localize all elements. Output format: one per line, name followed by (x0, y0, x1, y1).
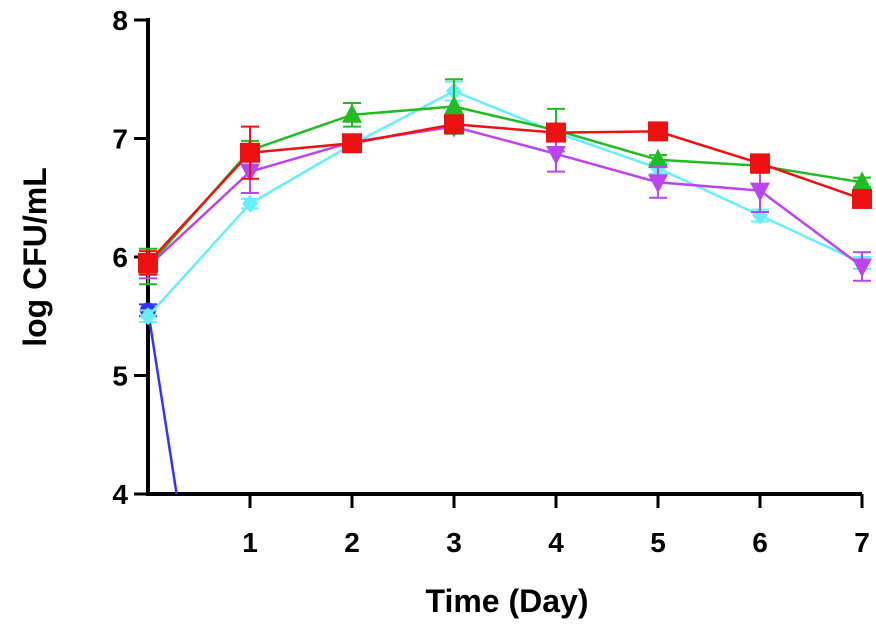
series-line (147, 89, 863, 318)
series-line (147, 125, 863, 268)
data-point-square (852, 188, 872, 209)
y-tick-label: 8 (112, 5, 128, 36)
series-5 (138, 114, 872, 276)
series-layer (138, 78, 872, 495)
x-tick-label: 7 (854, 527, 870, 558)
series-3 (138, 78, 872, 286)
y-axis-title: log CFU/mL (17, 167, 53, 347)
y-tick-label: 6 (112, 242, 128, 273)
data-point-square (342, 133, 362, 154)
data-point-square (750, 153, 770, 174)
y-tick-label: 4 (112, 479, 128, 510)
data-point-triangle-up (852, 171, 872, 191)
x-axis-title: Time (Day) (425, 583, 588, 619)
y-ticks: 4 5 6 7 8 (112, 5, 148, 510)
data-point-square (240, 142, 260, 163)
axes (146, 18, 862, 496)
x-tick-label: 4 (548, 527, 564, 558)
x-tick-label: 1 (242, 527, 258, 558)
series-line (147, 123, 863, 264)
data-point-diamond (242, 194, 258, 213)
data-point-triangle-up (342, 103, 362, 123)
data-point-square (546, 122, 566, 143)
y-tick-label: 7 (112, 124, 128, 155)
y-tick-label: 5 (112, 361, 128, 392)
x-ticks: 1 2 3 4 5 6 7 (242, 494, 870, 558)
x-tick-label: 3 (446, 527, 462, 558)
x-tick-label: 5 (650, 527, 666, 558)
data-point-square (444, 114, 464, 135)
series-line (146, 310, 178, 495)
x-tick-label: 2 (344, 527, 360, 558)
data-point-triangle-up (648, 148, 668, 168)
data-point-triangle-down (852, 258, 872, 278)
series-line (147, 105, 863, 268)
data-point-square (138, 252, 158, 273)
data-point-triangle-up (444, 95, 464, 115)
data-point-square (648, 121, 668, 142)
series-1 (139, 302, 178, 495)
data-point-triangle-down (750, 182, 770, 202)
x-tick-label: 6 (752, 527, 768, 558)
data-point-diamond (140, 307, 156, 326)
data-point-triangle-down (648, 174, 668, 194)
data-point-triangle-down (546, 145, 566, 165)
